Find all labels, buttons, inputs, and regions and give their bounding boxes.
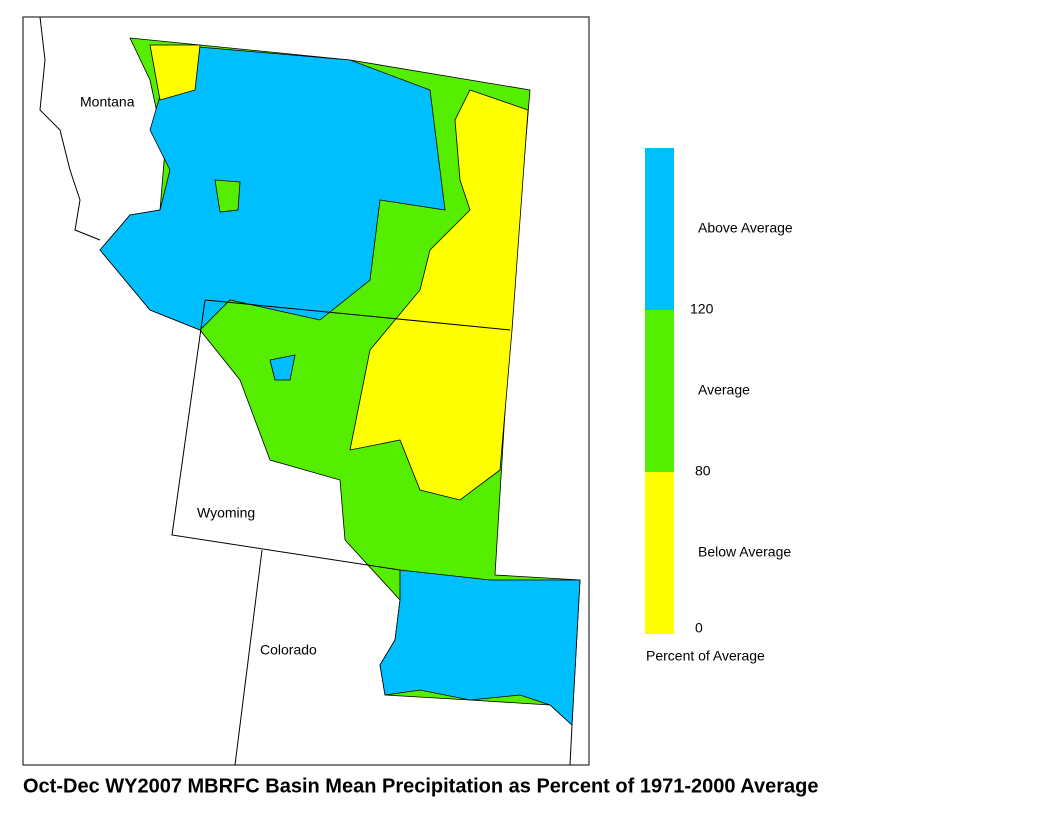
legend-swatch: [645, 310, 674, 472]
legend-label: Average: [698, 382, 750, 398]
legend-tick: 80: [695, 463, 711, 479]
legend-tick: 0: [695, 620, 703, 636]
legend-title: Percent of Average: [646, 648, 765, 664]
legend: Above Average Average Below Average 120 80 0: [645, 148, 793, 636]
region: [99, 44, 446, 331]
legend-swatch: [645, 148, 674, 310]
state-boundary: [39, 16, 101, 241]
region: [379, 569, 581, 726]
state-label: Colorado: [260, 642, 317, 658]
legend-swatch: [645, 472, 674, 634]
title: Oct-Dec WY2007 MBRFC Basin Mean Precipit…: [23, 775, 818, 797]
region: [269, 354, 296, 381]
legend-label: Below Average: [698, 544, 791, 560]
state-boundary: [171, 299, 401, 571]
region: [349, 89, 529, 501]
region: [214, 179, 241, 213]
state-label: Wyoming: [197, 505, 255, 521]
legend-tick: 120: [690, 301, 714, 317]
state-boundary: [204, 299, 511, 331]
state-label: Montana: [80, 94, 135, 110]
region: [149, 44, 201, 101]
state-boundary: [569, 724, 573, 766]
legend-label: Above Average: [698, 220, 793, 236]
state-boundary: [234, 549, 263, 766]
